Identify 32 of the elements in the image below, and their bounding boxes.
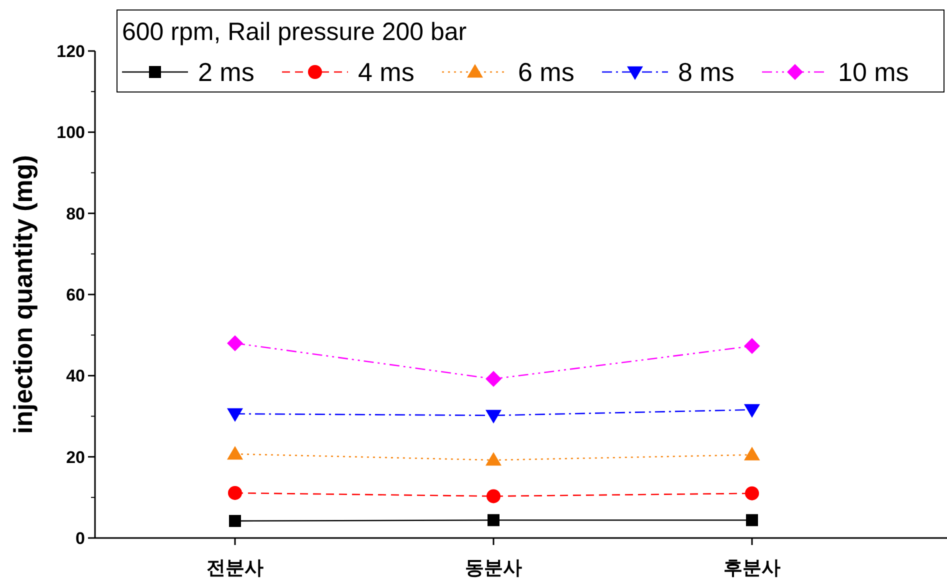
point xyxy=(486,370,502,387)
point xyxy=(486,410,502,424)
point xyxy=(745,486,759,500)
point xyxy=(227,408,243,422)
point xyxy=(228,486,242,500)
y-tick-label: 80 xyxy=(66,204,85,224)
x-tick-label: 전분사 xyxy=(206,558,264,579)
point xyxy=(486,452,502,466)
legend-label: 8 ms xyxy=(678,57,734,87)
legend-label: 10 ms xyxy=(838,57,909,87)
point xyxy=(227,446,243,460)
y-axis-title: injection quantity (mg) xyxy=(8,155,38,434)
y-tick-label: 60 xyxy=(66,286,85,304)
point xyxy=(744,446,760,460)
y-tick-label: 40 xyxy=(66,366,85,386)
point xyxy=(486,489,500,504)
point xyxy=(746,514,758,526)
point xyxy=(227,335,243,352)
y-tick-label: 100 xyxy=(56,123,85,142)
point xyxy=(229,514,241,527)
y-tick-label: 20 xyxy=(66,448,85,467)
point xyxy=(744,404,760,418)
legend-label: 4 ms xyxy=(358,57,414,87)
x-tick-label: 후분사 xyxy=(724,558,780,579)
legend-label: 6 ms xyxy=(518,57,574,87)
y-tick-label: 120 xyxy=(56,42,85,61)
legend-label: 2 ms xyxy=(198,57,254,87)
y-tick-label: 0 xyxy=(76,529,85,548)
point xyxy=(488,514,500,526)
legend-title: 600 rpm, Rail pressure 200 bar xyxy=(122,18,467,46)
point xyxy=(744,338,760,354)
x-tick-label: 동분사 xyxy=(465,558,522,579)
